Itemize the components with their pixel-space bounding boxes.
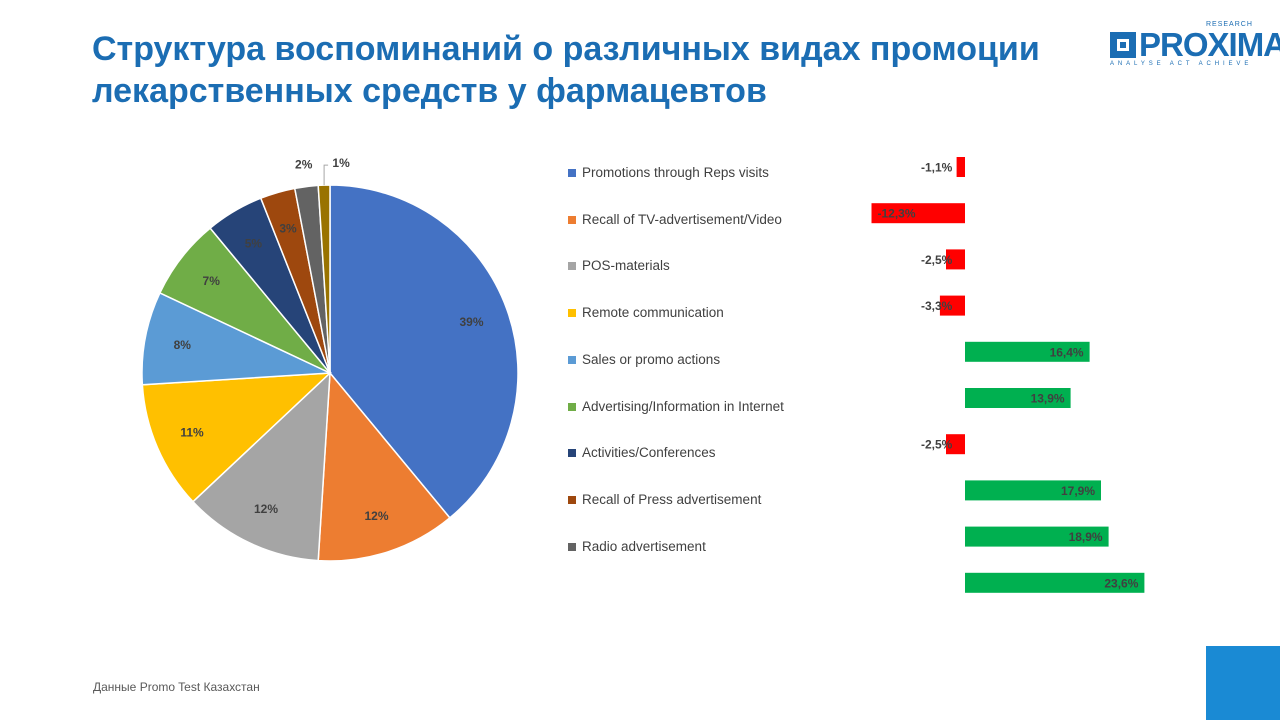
legend-swatch (568, 309, 576, 318)
legend-label: Activities/Conferences (582, 445, 716, 461)
page-title: Структура воспоминаний о различных видах… (92, 30, 1040, 110)
bar (939, 295, 965, 316)
pie-data-label: 1% (332, 156, 350, 170)
legend-item: Advertising/Information in Internet (568, 397, 808, 417)
bar-data-label: -12,3% (878, 207, 916, 221)
pie-data-label: 12% (364, 509, 388, 523)
bar (965, 341, 1090, 362)
legend-swatch (568, 495, 576, 504)
pie-data-label: 11% (180, 426, 204, 440)
logo-tagline: ANALYSE ACT ACHIEVE (1110, 61, 1253, 67)
bar-data-label: -2,5% (921, 438, 953, 452)
legend-swatch (568, 402, 576, 411)
legend-swatch (568, 169, 576, 177)
bar (965, 526, 1109, 547)
legend-swatch (568, 542, 576, 551)
bar (965, 572, 1145, 593)
legend-label: Remote communication (582, 305, 724, 321)
pie-data-label: 8% (174, 338, 192, 352)
logo-subtitle: RESEARCH (1206, 21, 1253, 28)
pie-chart: 39% 12% 12% 11% 8% 7% 5% 3% 2% 1% (141, 156, 519, 562)
logo-name: PROXIMA (1139, 26, 1280, 63)
legend-label: POS-materials (582, 258, 670, 274)
legend-swatch (568, 262, 576, 271)
legend-swatch (568, 449, 576, 458)
legend-item: Sales or promo actions (568, 350, 808, 370)
legend-label: Sales or promo actions (582, 351, 721, 367)
pie-data-label: 5% (245, 237, 263, 251)
pie-data-label: 2% (295, 158, 313, 172)
bar-data-label: -1,1% (921, 161, 953, 175)
legend-item: Radio advertisement (568, 537, 808, 557)
pie-data-label: 39% (459, 315, 483, 329)
bar (965, 388, 1071, 408)
legend-label: Promotions through Reps visits (582, 165, 769, 180)
source-note: Данные Promo Test Казахстан (93, 680, 260, 694)
legend-label: Recall of TV-advertisement/Video (582, 211, 782, 227)
pie-data-label: 7% (203, 274, 221, 288)
legend-label: Advertising/Information in Internet (582, 398, 784, 414)
bar-data-label: 13,9% (1031, 392, 1065, 406)
logo-square-icon (1110, 32, 1136, 58)
bar-data-label: 16,4% (1050, 345, 1084, 359)
bar (956, 157, 965, 177)
bar-data-label: 23,6% (1104, 576, 1138, 590)
legend-label: Radio advertisement (582, 538, 706, 554)
bar (946, 434, 965, 455)
legend-item: Remote communication (568, 303, 808, 323)
legend-item: Promotions through Reps visits (568, 163, 808, 183)
proxima-logo: PROXIMA RESEARCH ANALYSE ACT ACHIEVE (1108, 21, 1280, 72)
bar (946, 249, 965, 270)
legend-item: Recall of TV-advertisement/Video (568, 210, 808, 230)
bar-data-label: -2,5% (921, 253, 953, 267)
pie-slice (191, 371, 331, 562)
bar-data-label: 17,9% (1061, 484, 1095, 498)
pie-data-label: 3% (279, 222, 297, 236)
pie-slice (317, 371, 451, 562)
bar-data-label: -3,3% (921, 299, 953, 313)
legend-item: POS-materials (568, 256, 808, 276)
legend-label: Recall of Press advertisement (582, 491, 762, 507)
bar (871, 203, 965, 224)
pie-data-label: 12% (254, 502, 278, 516)
legend-swatch (568, 215, 576, 224)
pie-leader-line (323, 164, 329, 186)
pie-slice (329, 184, 519, 519)
pie-slice (141, 291, 331, 386)
legend-item: Activities/Conferences (568, 443, 808, 463)
bar-data-label: 18,9% (1069, 530, 1103, 544)
legend-item: Recall of Press advertisement (568, 490, 808, 510)
bar-chart: -1,1% -12,3% -2,5% -3,3% 16,4% 13,9% -2,5% 17,9… (871, 157, 1145, 593)
pie-slice (141, 372, 333, 503)
bar (965, 480, 1101, 501)
corner-decoration (1206, 646, 1280, 720)
legend-swatch (568, 355, 576, 364)
